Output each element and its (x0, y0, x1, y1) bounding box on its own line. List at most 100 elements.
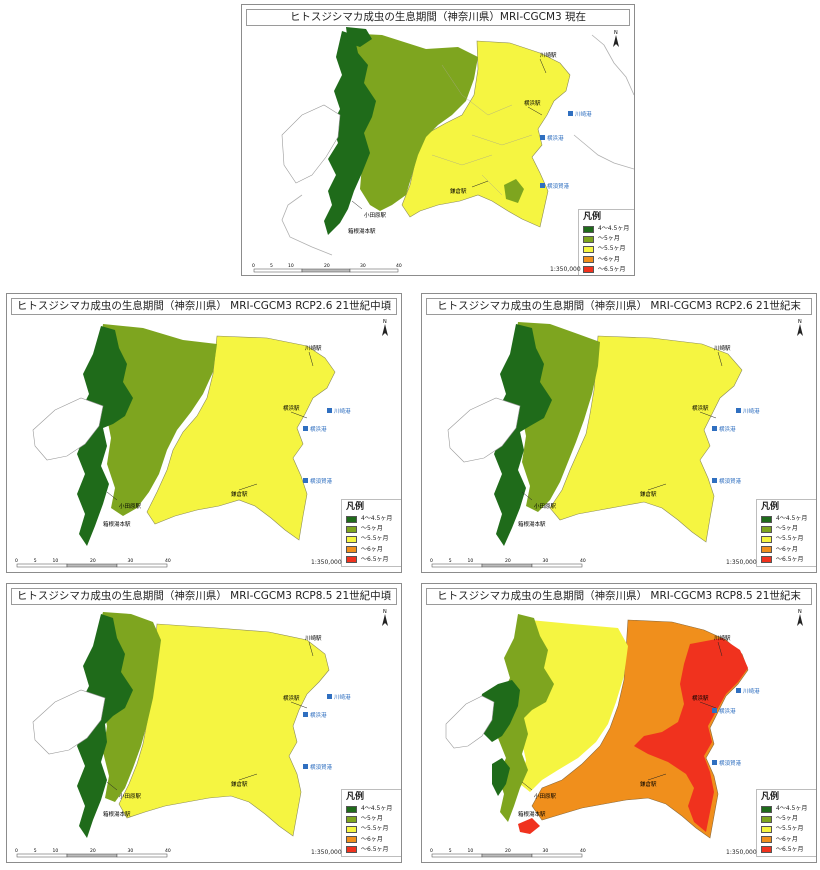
kanagawa-map: 川崎駅 横浜駅 鎌倉駅 小田原駅 箱根湯本駅 川崎港 横浜港 横須賀港 N 0 5… (430, 609, 803, 858)
kanagawa-map: 川崎駅 横浜駅 鎌倉駅 小田原駅 箱根湯本駅 川崎港 横浜港 横須賀港 N 0 5… (15, 319, 388, 568)
station-label-odawara: 小田原駅 (119, 792, 142, 800)
habitat-zones (281, 27, 571, 235)
zone-4-4-5-months (324, 31, 376, 235)
zone-5-months (99, 324, 217, 516)
station-label-kawasaki: 川崎駅 (714, 634, 731, 642)
port-label-yokohama: 横浜港 (547, 134, 564, 142)
scale-bar: 0 5 10 20 30 40 (15, 848, 171, 858)
zone-5-months (498, 614, 554, 822)
station-markers: 川崎駅 横浜駅 鎌倉駅 小田原駅 箱根湯本駅 (103, 344, 322, 528)
scale-tick-label: 40 (580, 558, 586, 564)
kanagawa-map: 川崎駅 横浜駅 鎌倉駅 小田原駅 箱根湯本駅 川崎港 横浜港 横須賀港 N 0 5… (15, 609, 388, 858)
station-markers: 川崎駅 横浜駅 鎌倉駅 小田原駅 箱根湯本駅 (103, 634, 322, 818)
map-panel-rcp26-mid: ヒトスジシマカ成虫の生息期間（神奈川県） MRI-CGCM3 RCP2.6 21… (6, 293, 402, 573)
scale-tick-label: 0 (430, 848, 433, 854)
legend: 凡例 4～4.5ヶ月 ～5ヶ月 ～5.5ヶ月 ～6ヶ月 ～6.5ヶ月 (578, 209, 634, 275)
scale-tick-label: 10 (288, 263, 294, 269)
station-label-kawasaki: 川崎駅 (305, 344, 322, 352)
legend-swatch (346, 556, 357, 564)
port-markers: 川崎港 横浜港 横須賀港 (303, 407, 351, 485)
zone-4-4-5-months-west (492, 758, 510, 796)
station-markers: 川崎駅 横浜駅 鎌倉駅 小田原駅 箱根湯本駅 (348, 51, 557, 235)
scale-tick-label: 30 (360, 263, 366, 269)
port-label-yokohama: 横浜港 (310, 425, 327, 433)
scale-tick-label: 40 (396, 263, 402, 269)
map-panel-present: ヒトスジシマカ成虫の生息期間（神奈川県）MRI-CGCM3 現在 (241, 4, 635, 276)
legend-title: 凡例 (761, 502, 780, 512)
panel-title: ヒトスジシマカ成虫の生息期間（神奈川県） MRI-CGCM3 RCP8.5 21… (426, 588, 812, 605)
scale-tick-label: 5 (270, 263, 273, 269)
port-label-kawasaki: 川崎港 (334, 693, 351, 701)
scale-tick-label: 5 (449, 558, 452, 564)
north-arrow-icon: N (613, 30, 619, 47)
station-markers: 川崎駅 横浜駅 鎌倉駅 小田原駅 箱根湯本駅 (518, 344, 731, 528)
legend-swatch (761, 515, 772, 523)
station-label-yokohama: 横浜駅 (283, 404, 300, 412)
municipal-boundaries (431, 64, 533, 196)
panel-title: ヒトスジシマカ成虫の生息期間（神奈川県）MRI-CGCM3 現在 (246, 9, 630, 26)
port-label-yokohama: 横浜港 (719, 425, 736, 433)
legend-swatch (583, 235, 594, 243)
scale-tick-label: 40 (165, 558, 171, 564)
scale-tick-label: 20 (90, 558, 96, 564)
zone-4-4-5-months (494, 324, 552, 546)
port-label-kawasaki: 川崎港 (743, 407, 760, 415)
scale-tick-label: 0 (15, 848, 18, 854)
unclassified-area (445, 695, 495, 749)
legend-item: ～6.5ヶ月 (761, 845, 815, 855)
legend-title: 凡例 (761, 792, 780, 802)
habitat-zones (32, 612, 330, 838)
station-label-odawara: 小田原駅 (534, 792, 557, 800)
port-label-yokosuka: 横須賀港 (719, 477, 742, 485)
port-label-kawasaki: 川崎港 (743, 687, 760, 695)
scale-tick-label: 40 (165, 848, 171, 854)
scale-tick-label: 10 (468, 848, 474, 854)
habitat-zones (447, 322, 743, 546)
legend-swatch (761, 825, 772, 833)
habitat-zones (445, 614, 749, 839)
scale-tick-label: 30 (543, 848, 549, 854)
legend-swatch (583, 225, 594, 233)
unclassified-area (281, 104, 341, 184)
station-label-kawasaki: 川崎駅 (540, 51, 557, 59)
port-label-kawasaki: 川崎港 (334, 407, 351, 415)
legend-item: 4～4.5ヶ月 (761, 514, 815, 524)
legend-swatch (761, 815, 772, 823)
station-label-kamakura: 鎌倉駅 (231, 490, 248, 498)
unclassified-area (32, 397, 104, 461)
station-label-kamakura: 鎌倉駅 (640, 780, 657, 788)
port-label-yokosuka: 横須賀港 (310, 477, 333, 485)
scale-tick-label: 10 (53, 558, 59, 564)
coastline-outline (281, 34, 634, 256)
svg-text:N: N (614, 30, 618, 36)
zone-5-5-months (549, 335, 743, 543)
legend-title: 凡例 (583, 212, 602, 222)
legend-item: ～6ヶ月 (583, 255, 634, 265)
scale-tick-label: 20 (505, 558, 511, 564)
station-label-kamakura: 鎌倉駅 (450, 187, 467, 195)
scale-ratio: 1:350,000 (550, 266, 581, 273)
habitat-zones (32, 324, 336, 546)
north-arrow-icon: N (797, 609, 803, 626)
scale-tick-label: 0 (252, 263, 255, 269)
legend-item: ～6ヶ月 (346, 545, 400, 555)
legend-item: ～6.5ヶ月 (346, 845, 400, 855)
legend-swatch (583, 256, 594, 264)
scale-tick-label: 10 (53, 848, 59, 854)
legend-item: ～5ヶ月 (346, 524, 400, 534)
legend-swatch (761, 846, 772, 854)
scale-ratio: 1:350,000 (726, 559, 757, 566)
unclassified-area (32, 689, 106, 755)
legend-item: 4～4.5ヶ月 (761, 804, 815, 814)
station-label-hakone: 箱根湯本駅 (518, 520, 546, 528)
legend-item: ～5.5ヶ月 (761, 534, 815, 544)
scale-ratio: 1:350,000 (726, 849, 757, 856)
zone-5-5-months (146, 335, 336, 541)
legend-item: ～5.5ヶ月 (346, 824, 400, 834)
scale-ratio: 1:350,000 (311, 849, 342, 856)
station-label-hakone: 箱根湯本駅 (103, 810, 131, 818)
zone-4-4-5-months-north (346, 27, 372, 47)
legend-swatch (346, 515, 357, 523)
station-label-hakone: 箱根湯本駅 (103, 520, 131, 528)
legend-swatch (346, 535, 357, 543)
